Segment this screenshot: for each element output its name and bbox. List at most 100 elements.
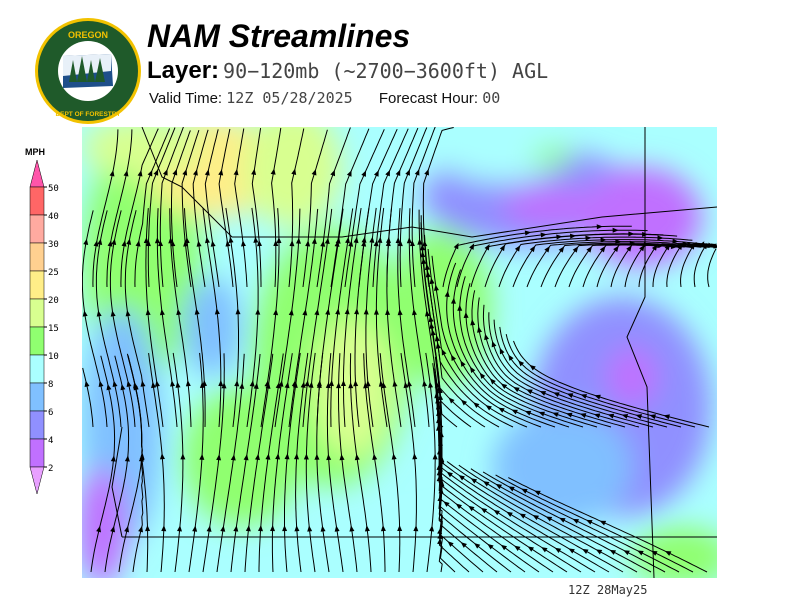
streamline-arrowhead <box>643 241 650 247</box>
streamline <box>234 128 248 288</box>
streamline-arrowhead <box>275 453 281 460</box>
colorbar-tick-label: 4 <box>48 436 53 446</box>
streamline-arrowhead <box>526 389 533 395</box>
streamline-arrowhead <box>282 525 288 532</box>
streamline <box>109 210 136 428</box>
streamline-arrowhead <box>566 393 574 399</box>
streamline-arrowhead <box>239 382 245 389</box>
streamline-arrowhead <box>249 380 255 387</box>
streamline-arrowhead <box>473 402 480 408</box>
streamline <box>192 129 209 288</box>
streamline-arrowhead <box>234 380 240 387</box>
svg-text:DEPT OF FORESTRY: DEPT OF FORESTRY <box>55 111 121 118</box>
streamline-arrowhead <box>308 381 314 388</box>
streamline-arrowhead <box>335 237 341 244</box>
streamline <box>159 127 184 288</box>
streamline-arrowhead <box>579 413 587 418</box>
streamline-arrowhead <box>437 439 443 446</box>
streamline-arrowhead <box>385 240 391 247</box>
streamline-arrowhead <box>199 453 205 460</box>
streamline-arrowhead <box>255 308 261 315</box>
streamline <box>424 242 514 428</box>
colorbar-bin <box>29 410 45 440</box>
streamline-arrowhead <box>432 453 438 460</box>
streamline-arrowhead <box>336 382 342 389</box>
streamline-arrowhead <box>430 329 436 336</box>
streamline-arrowhead <box>538 411 545 417</box>
streamline-arrowhead <box>689 243 695 250</box>
streamline-arrowhead <box>253 382 259 390</box>
streamline-arrowhead <box>235 308 241 315</box>
streamline-arrowhead <box>372 453 378 460</box>
streamline-arrowhead <box>210 240 216 247</box>
streamline-arrowhead <box>623 550 630 556</box>
streamline-arrowhead <box>586 519 593 525</box>
streamline-arrowhead <box>314 308 320 316</box>
streamline-arrowhead <box>291 380 297 387</box>
streamline-arrowhead <box>500 383 508 390</box>
streamline <box>439 436 596 573</box>
streamline <box>470 468 666 573</box>
streamline <box>400 353 417 573</box>
streamline-arrowhead <box>218 169 224 176</box>
streamline-arrowhead <box>97 238 103 246</box>
streamline-arrowhead <box>325 308 331 315</box>
streamline-arrowhead <box>147 169 153 177</box>
streamline <box>610 243 715 288</box>
streamline-arrowhead <box>437 538 443 545</box>
streamline-arrowhead <box>264 380 270 387</box>
streamline-arrowhead <box>436 469 442 476</box>
streamline-arrowhead <box>202 380 208 387</box>
streamline-arrowhead <box>421 257 427 265</box>
streamline-arrowhead <box>457 304 463 311</box>
streamline-arrowhead <box>529 364 536 371</box>
streamline-arrowhead <box>302 309 308 316</box>
streamline-arrowhead <box>433 284 439 291</box>
streamline-arrowhead <box>270 525 276 532</box>
layer-line: Layer: 90−120mb (~2700−3600ft) AGL <box>147 57 548 85</box>
streamline-arrowhead <box>330 169 336 177</box>
streamline-arrowhead <box>519 513 526 519</box>
streamline-arrowhead <box>460 399 468 406</box>
streamline-arrowhead <box>348 240 354 247</box>
streamline-arrowhead <box>334 525 340 532</box>
streamline <box>418 209 444 428</box>
streamline-arrowhead <box>508 486 515 492</box>
streamline <box>316 352 330 573</box>
streamline-arrowhead <box>288 309 294 316</box>
streamline-arrowhead <box>276 237 282 244</box>
streamline-arrowhead <box>112 380 118 388</box>
streamline-arrowhead <box>657 235 664 241</box>
streamline-arrowhead <box>199 381 205 388</box>
streamline-arrowhead <box>596 224 603 230</box>
streamline-arrowhead <box>106 383 112 391</box>
streamline-arrowhead <box>436 409 442 417</box>
streamline <box>484 233 678 288</box>
streamline <box>134 128 171 288</box>
streamline-arrowhead <box>541 547 548 553</box>
streamline-arrowhead <box>220 525 226 532</box>
streamline-arrowhead <box>441 349 447 356</box>
streamline-arrowhead <box>553 392 560 398</box>
streamline-arrowhead <box>225 240 231 247</box>
streamline-arrowhead <box>307 525 313 532</box>
streamline-arrowhead <box>628 231 635 237</box>
streamline-arrowhead <box>593 413 601 419</box>
streamline-arrowhead <box>304 380 310 387</box>
streamline-arrowhead <box>381 382 387 389</box>
streamline-arrowhead <box>373 170 379 177</box>
streamline-arrowhead <box>566 412 573 418</box>
streamline-arrowhead <box>192 525 198 532</box>
streamline-arrowhead <box>568 548 575 554</box>
streamline-arrowhead <box>713 243 717 249</box>
streamline-arrowhead <box>316 381 322 389</box>
streamline <box>379 353 401 573</box>
streamline-arrowhead <box>534 490 541 496</box>
streamline <box>458 464 652 573</box>
streamline-arrowhead <box>437 465 443 472</box>
streamline-arrowhead <box>450 297 456 304</box>
streamline-arrowhead <box>458 475 465 481</box>
streamline <box>513 340 710 428</box>
streamline <box>225 207 239 428</box>
streamline-arrowhead <box>300 381 306 388</box>
